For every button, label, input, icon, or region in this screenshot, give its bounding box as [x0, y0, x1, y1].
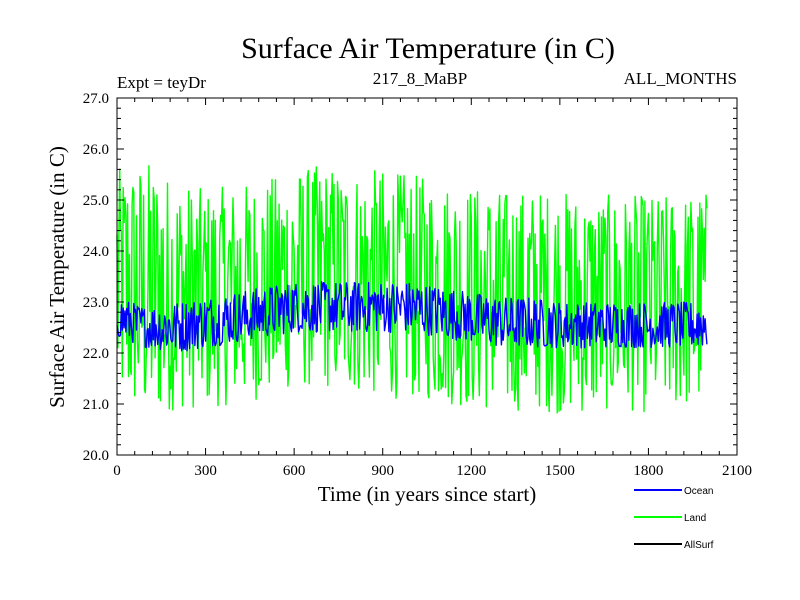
legend: Ocean Land AllSurf [634, 486, 714, 551]
series-layer [116, 165, 708, 414]
x-tick-label: 900 [371, 463, 394, 479]
x-tick-label: 1200 [456, 463, 486, 479]
y-tick-label: 23.0 [83, 295, 109, 311]
chart-subtitle-right: ALL_MONTHS [624, 69, 737, 88]
legend-allsurf-label: AllSurf [684, 540, 714, 551]
y-axis: 20.0 21.0 22.0 23.0 24.0 25.0 26.0 27.0 [83, 91, 737, 464]
x-tick-label: 1800 [633, 463, 663, 479]
legend-land-label: Land [684, 513, 706, 524]
y-tick-label: 20.0 [83, 448, 109, 464]
series-land-line [116, 165, 708, 414]
series-ocean-line [116, 281, 708, 352]
x-tick-label: 300 [194, 463, 217, 479]
chart-subtitle-center: 217_8_MaBP [373, 69, 467, 88]
x-tick-label: 2100 [722, 463, 752, 479]
y-tick-label: 24.0 [83, 244, 109, 260]
legend-ocean-label: Ocean [684, 486, 713, 497]
chart-title: Surface Air Temperature (in C) [241, 32, 615, 65]
x-axis: 0 300 600 900 1200 1500 1800 2100 [113, 98, 752, 479]
chart-subtitle-left: Expt = teyDr [117, 73, 206, 92]
x-tick-label: 0 [113, 463, 121, 479]
y-axis-label: Surface Air Temperature (in C) [45, 146, 69, 408]
y-tick-label: 22.0 [83, 346, 109, 362]
x-tick-label: 600 [283, 463, 306, 479]
x-tick-label: 1500 [545, 463, 575, 479]
plot-frame [116, 97, 738, 456]
x-axis-label: Time (in years since start) [318, 482, 537, 506]
y-tick-label: 26.0 [83, 142, 109, 158]
y-tick-label: 25.0 [83, 193, 109, 209]
y-tick-label: 27.0 [83, 91, 109, 107]
y-tick-label: 21.0 [83, 397, 109, 413]
